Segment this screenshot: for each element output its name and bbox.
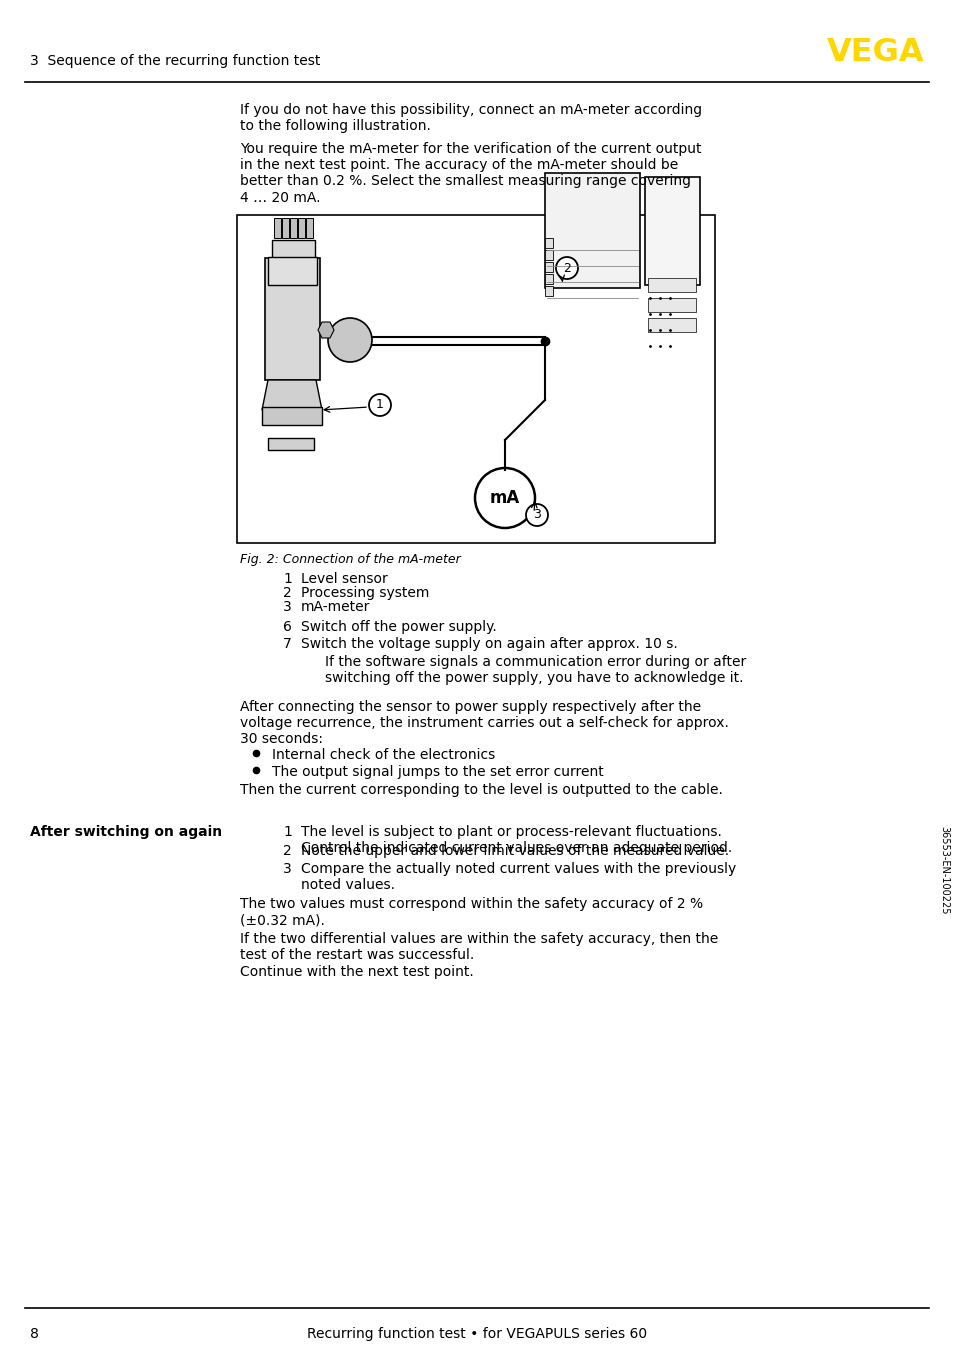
Bar [262, 408, 322, 425]
Text: After connecting the sensor to power supply respectively after the
voltage recur: After connecting the sensor to power sup… [240, 700, 728, 746]
Text: The output signal jumps to the set error current: The output signal jumps to the set error… [272, 765, 603, 779]
Text: 2: 2 [283, 586, 292, 600]
Bar [544, 274, 553, 284]
Bar [544, 286, 553, 297]
Text: 3: 3 [283, 600, 292, 613]
Text: 36553-EN-100225: 36553-EN-100225 [938, 826, 948, 914]
Bar [297, 218, 305, 238]
Circle shape [328, 318, 372, 362]
Bar [647, 318, 696, 332]
Circle shape [369, 394, 391, 416]
Bar [647, 278, 696, 292]
Bar [272, 240, 314, 259]
Text: If the software signals a communication error during or after
switching off the : If the software signals a communication … [325, 655, 745, 685]
Text: 7: 7 [283, 636, 292, 651]
Text: If the two differential values are within the safety accuracy, then the
test of : If the two differential values are withi… [240, 932, 718, 963]
Text: mA: mA [489, 489, 519, 506]
Text: The level is subject to plant or process-relevant fluctuations.
Control the indi: The level is subject to plant or process… [301, 825, 732, 856]
Text: 6: 6 [283, 620, 292, 634]
Text: 3: 3 [533, 509, 540, 521]
Bar [274, 218, 281, 238]
Bar [268, 437, 314, 450]
Text: After switching on again: After switching on again [30, 825, 222, 839]
Text: You require the mA-meter for the verification of the current output
in the next : You require the mA-meter for the verific… [240, 142, 700, 204]
Text: Recurring function test • for VEGAPULS series 60: Recurring function test • for VEGAPULS s… [307, 1327, 646, 1340]
Text: Switch off the power supply.: Switch off the power supply. [301, 620, 497, 634]
Text: 1: 1 [283, 571, 292, 586]
Text: The two values must correspond within the safety accuracy of 2 %
(±0.32 mA).: The two values must correspond within th… [240, 896, 702, 927]
Bar [282, 218, 289, 238]
Text: Note the upper and lower limit values of the measured value.: Note the upper and lower limit values of… [301, 844, 728, 858]
Circle shape [525, 504, 547, 525]
Text: VEGA: VEGA [825, 37, 923, 68]
Text: Continue with the next test point.: Continue with the next test point. [240, 965, 474, 979]
Text: Fig. 2: Connection of the mA-meter: Fig. 2: Connection of the mA-meter [240, 552, 460, 566]
Text: Processing system: Processing system [301, 586, 429, 600]
Bar [236, 215, 714, 543]
Bar [544, 238, 553, 248]
Text: If you do not have this possibility, connect an mA-meter according
to the follow: If you do not have this possibility, con… [240, 103, 701, 133]
Bar [644, 177, 700, 284]
Circle shape [556, 257, 578, 279]
Polygon shape [262, 380, 322, 410]
Bar [265, 259, 319, 380]
Text: Level sensor: Level sensor [301, 571, 387, 586]
Text: 3  Sequence of the recurring function test: 3 Sequence of the recurring function tes… [30, 54, 320, 68]
Text: 8: 8 [30, 1327, 39, 1340]
Text: mA-meter: mA-meter [301, 600, 370, 613]
Bar [290, 218, 296, 238]
Bar [647, 298, 696, 311]
Text: 1: 1 [283, 825, 292, 839]
Text: 1: 1 [375, 398, 383, 412]
Bar [544, 173, 639, 288]
Bar [544, 250, 553, 260]
Circle shape [475, 468, 535, 528]
Bar [306, 218, 313, 238]
Text: Switch the voltage supply on again after approx. 10 s.: Switch the voltage supply on again after… [301, 636, 677, 651]
Text: Internal check of the electronics: Internal check of the electronics [272, 747, 495, 762]
Text: 2: 2 [283, 844, 292, 858]
Text: Then the current corresponding to the level is outputted to the cable.: Then the current corresponding to the le… [240, 783, 722, 798]
Text: 2: 2 [562, 261, 570, 275]
Text: 3: 3 [283, 862, 292, 876]
Polygon shape [317, 322, 334, 338]
Bar [544, 263, 553, 272]
Bar [268, 257, 316, 284]
Text: Compare the actually noted current values with the previously
noted values.: Compare the actually noted current value… [301, 862, 736, 892]
